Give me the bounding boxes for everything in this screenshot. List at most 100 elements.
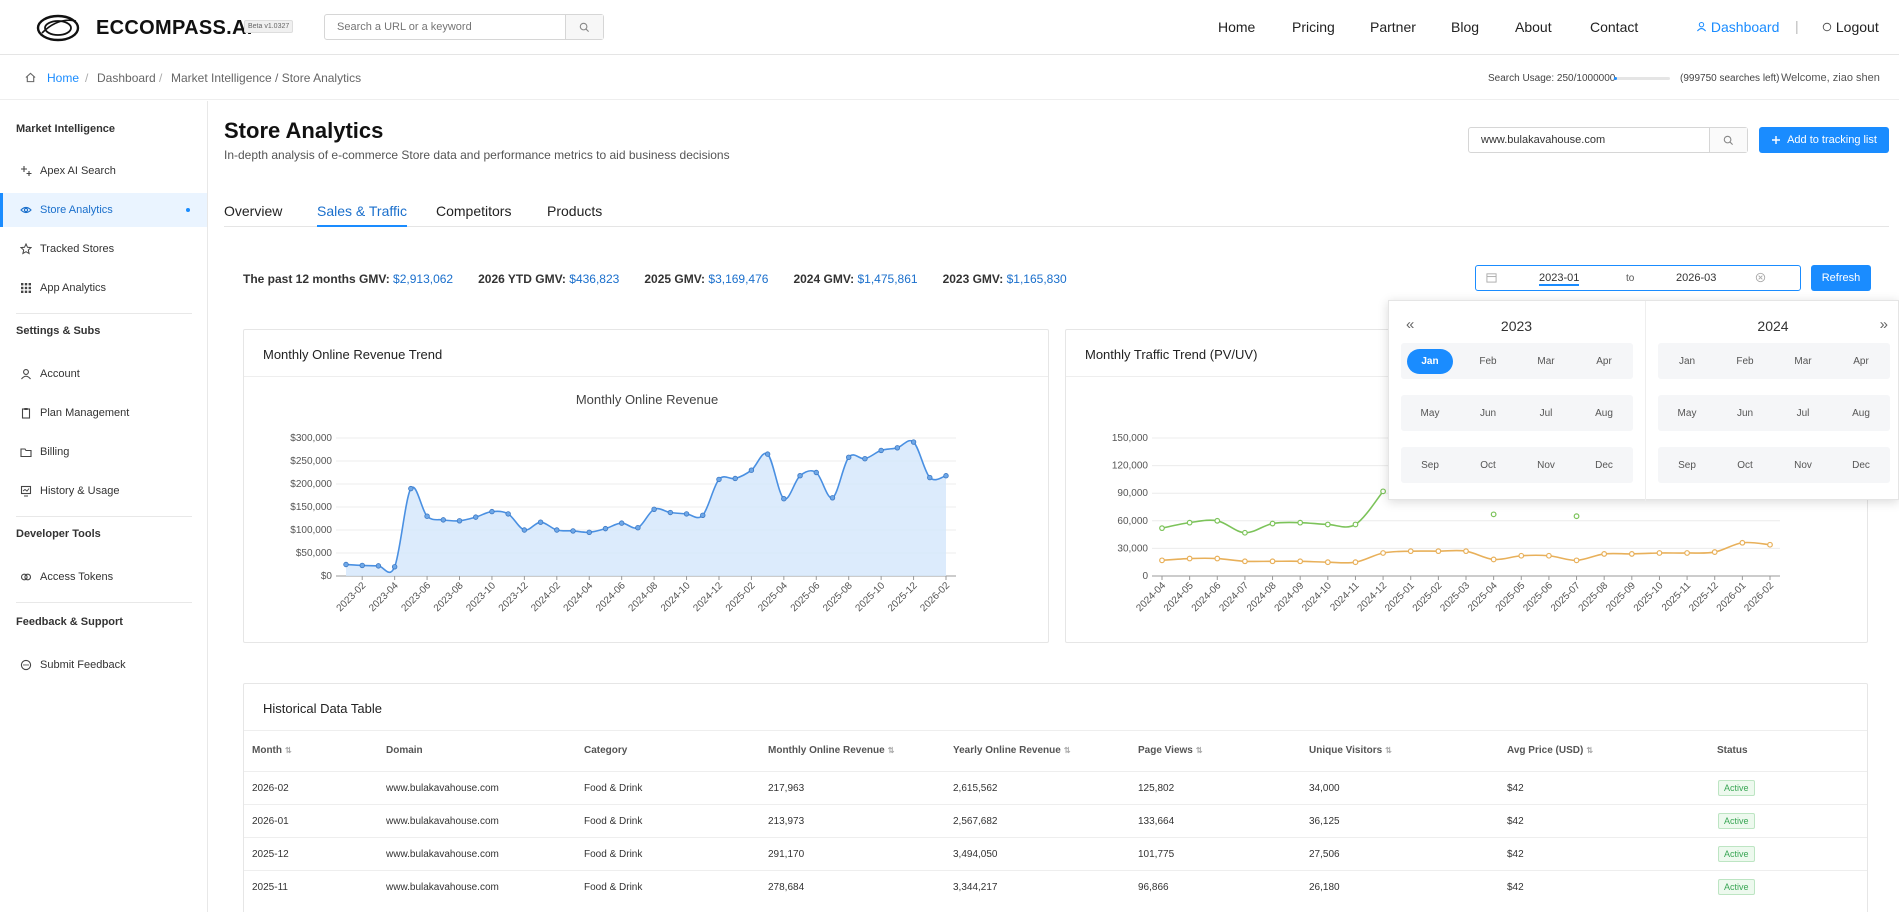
tab-competitors[interactable]: Competitors: [436, 203, 512, 219]
month-cell-feb[interactable]: Feb: [1479, 355, 1497, 367]
month-cell-dec[interactable]: Dec: [1852, 459, 1870, 471]
date-range-picker[interactable]: 2023-01 to 2026-03: [1475, 265, 1801, 291]
sidebar-item-history-usage[interactable]: History & Usage: [0, 474, 207, 508]
pv-line: [1161, 490, 1384, 534]
month-cell-jun[interactable]: Jun: [1736, 407, 1754, 419]
month-cell-may[interactable]: May: [1677, 407, 1697, 419]
add-to-tracking-button[interactable]: Add to tracking list: [1759, 127, 1889, 153]
month-cell-apr[interactable]: Apr: [1596, 355, 1612, 367]
month-cell-sep[interactable]: Sep: [1421, 459, 1439, 471]
table-cell: 133,664: [1138, 816, 1175, 827]
breadcrumb-home[interactable]: Home: [47, 71, 80, 85]
tab-sales-traffic[interactable]: Sales & Traffic: [317, 203, 408, 227]
prev-year-icon[interactable]: «: [1406, 316, 1415, 333]
month-cell-feb[interactable]: Feb: [1736, 355, 1754, 367]
month-cell-sep[interactable]: Sep: [1678, 459, 1696, 471]
sidebar-item-submit-feedback[interactable]: Submit Feedback: [0, 648, 207, 682]
month-cell-oct[interactable]: Oct: [1737, 459, 1753, 471]
table-row[interactable]: 2026-01 www.bulakavahouse.com Food & Drink…: [244, 804, 1867, 837]
month-cell-nov[interactable]: Nov: [1794, 459, 1812, 471]
gmv-value: $1,475,861: [857, 272, 918, 286]
month-picker-year[interactable]: 2023: [1500, 318, 1533, 334]
month-cell-aug[interactable]: Aug: [1595, 407, 1613, 419]
month-cell-apr[interactable]: Apr: [1853, 355, 1869, 367]
nav-pricing[interactable]: Pricing: [1292, 19, 1335, 35]
month-cell-may[interactable]: May: [1420, 407, 1440, 419]
top-search-box: [324, 14, 604, 40]
top-search-input[interactable]: [325, 15, 565, 39]
column-header[interactable]: Yearly Online Revenue ⇅: [953, 745, 1071, 756]
uv-point: [1628, 551, 1635, 557]
sidebar-item-store-analytics[interactable]: Store Analytics: [0, 193, 207, 227]
gmv-label: 2025 GMV:: [644, 272, 706, 286]
store-search-button[interactable]: [1709, 128, 1747, 152]
refresh-button[interactable]: Refresh: [1811, 265, 1871, 291]
sort-icon[interactable]: ⇅: [1063, 746, 1071, 755]
store-domain-input[interactable]: [1469, 128, 1705, 152]
user-icon: [1696, 21, 1707, 32]
date-range-start[interactable]: 2023-01: [1539, 272, 1580, 286]
tab-products[interactable]: Products: [547, 203, 603, 219]
column-header[interactable]: Monthly Online Revenue ⇅: [768, 745, 894, 756]
month-cell-oct[interactable]: Oct: [1480, 459, 1496, 471]
logo-icon[interactable]: [36, 13, 80, 43]
nav-partner[interactable]: Partner: [1370, 19, 1416, 35]
column-header[interactable]: Unique Visitors ⇅: [1309, 745, 1392, 756]
nav-logout[interactable]: Logout: [1822, 19, 1879, 35]
sidebar-item-tracked-stores[interactable]: Tracked Stores: [0, 232, 207, 266]
next-year-icon[interactable]: »: [1879, 316, 1888, 333]
month-cell-aug[interactable]: Aug: [1852, 407, 1870, 419]
sort-icon[interactable]: ⇅: [285, 746, 292, 755]
table-row[interactable]: 2025-11 www.bulakavahouse.com Food & Drink…: [244, 870, 1867, 903]
status-badge: Active: [1718, 846, 1755, 862]
sidebar-item-plan-management[interactable]: Plan Management: [0, 396, 207, 430]
column-header[interactable]: Avg Price (USD) ⇅: [1507, 745, 1593, 756]
revenue-card: Monthly Online Revenue Trend Monthly Onl…: [243, 329, 1049, 643]
chat-icon: [20, 659, 32, 671]
date-range-end[interactable]: 2026-03: [1676, 272, 1717, 284]
table-cell: Food & Drink: [584, 882, 643, 893]
month-cell-jul[interactable]: Jul: [1796, 407, 1810, 419]
calendar-icon: [1486, 273, 1497, 283]
sidebar-item-apex-ai-search[interactable]: Apex AI Search: [0, 154, 207, 188]
column-header-label: Monthly Online Revenue: [768, 745, 885, 756]
x-tick-label: 2025-02: [724, 580, 758, 614]
sidebar-item-label: Plan Management: [40, 407, 130, 419]
nav-about[interactable]: About: [1515, 19, 1552, 35]
month-cell-mar[interactable]: Mar: [1794, 355, 1812, 367]
nav-dashboard[interactable]: Dashboard: [1696, 19, 1779, 35]
status-badge: Active: [1718, 813, 1755, 829]
nav-blog[interactable]: Blog: [1451, 19, 1480, 35]
table-row[interactable]: 2025-12 www.bulakavahouse.com Food & Drink…: [244, 837, 1867, 870]
column-header[interactable]: Month ⇅: [252, 745, 292, 756]
nav-home[interactable]: Home: [1218, 19, 1256, 35]
month-cell-nov[interactable]: Nov: [1537, 459, 1555, 471]
sidebar-divider: [16, 516, 192, 517]
tab-overview[interactable]: Overview: [224, 203, 283, 219]
clear-icon[interactable]: [1755, 272, 1766, 283]
sort-icon[interactable]: ⇅: [1195, 746, 1203, 755]
month-cell-dec[interactable]: Dec: [1595, 459, 1613, 471]
sort-icon[interactable]: ⇅: [1586, 746, 1594, 755]
revenue-point: [732, 475, 738, 482]
month-picker-year[interactable]: 2024: [1757, 318, 1789, 334]
top-search-button[interactable]: [565, 15, 603, 39]
month-cell-jun[interactable]: Jun: [1479, 407, 1497, 419]
nav-contact[interactable]: Contact: [1590, 19, 1639, 35]
month-cell-jan[interactable]: Jan: [1678, 355, 1696, 367]
month-cell-mar[interactable]: Mar: [1537, 355, 1555, 367]
table-row[interactable]: 2026-02 www.bulakavahouse.com Food & Drink…: [244, 771, 1867, 804]
uv-point: [1324, 559, 1331, 566]
breadcrumb-dashboard[interactable]: Dashboard: [97, 71, 156, 85]
sort-icon[interactable]: ⇅: [887, 746, 895, 755]
column-header[interactable]: Page Views ⇅: [1138, 745, 1203, 756]
sidebar-item-account[interactable]: Account: [0, 357, 207, 391]
table-title: Historical Data Table: [263, 701, 382, 716]
sidebar-item-app-analytics[interactable]: App Analytics: [0, 271, 207, 305]
sidebar-item-billing[interactable]: Billing: [0, 435, 207, 469]
month-cell-jan[interactable]: Jan: [1401, 343, 1459, 379]
sort-icon[interactable]: ⇅: [1385, 746, 1392, 755]
month-cell-jul[interactable]: Jul: [1539, 407, 1553, 419]
sidebar-item-access-tokens[interactable]: Access Tokens: [0, 560, 207, 594]
brand-name[interactable]: ECCOMPASS.AI: [96, 17, 253, 39]
